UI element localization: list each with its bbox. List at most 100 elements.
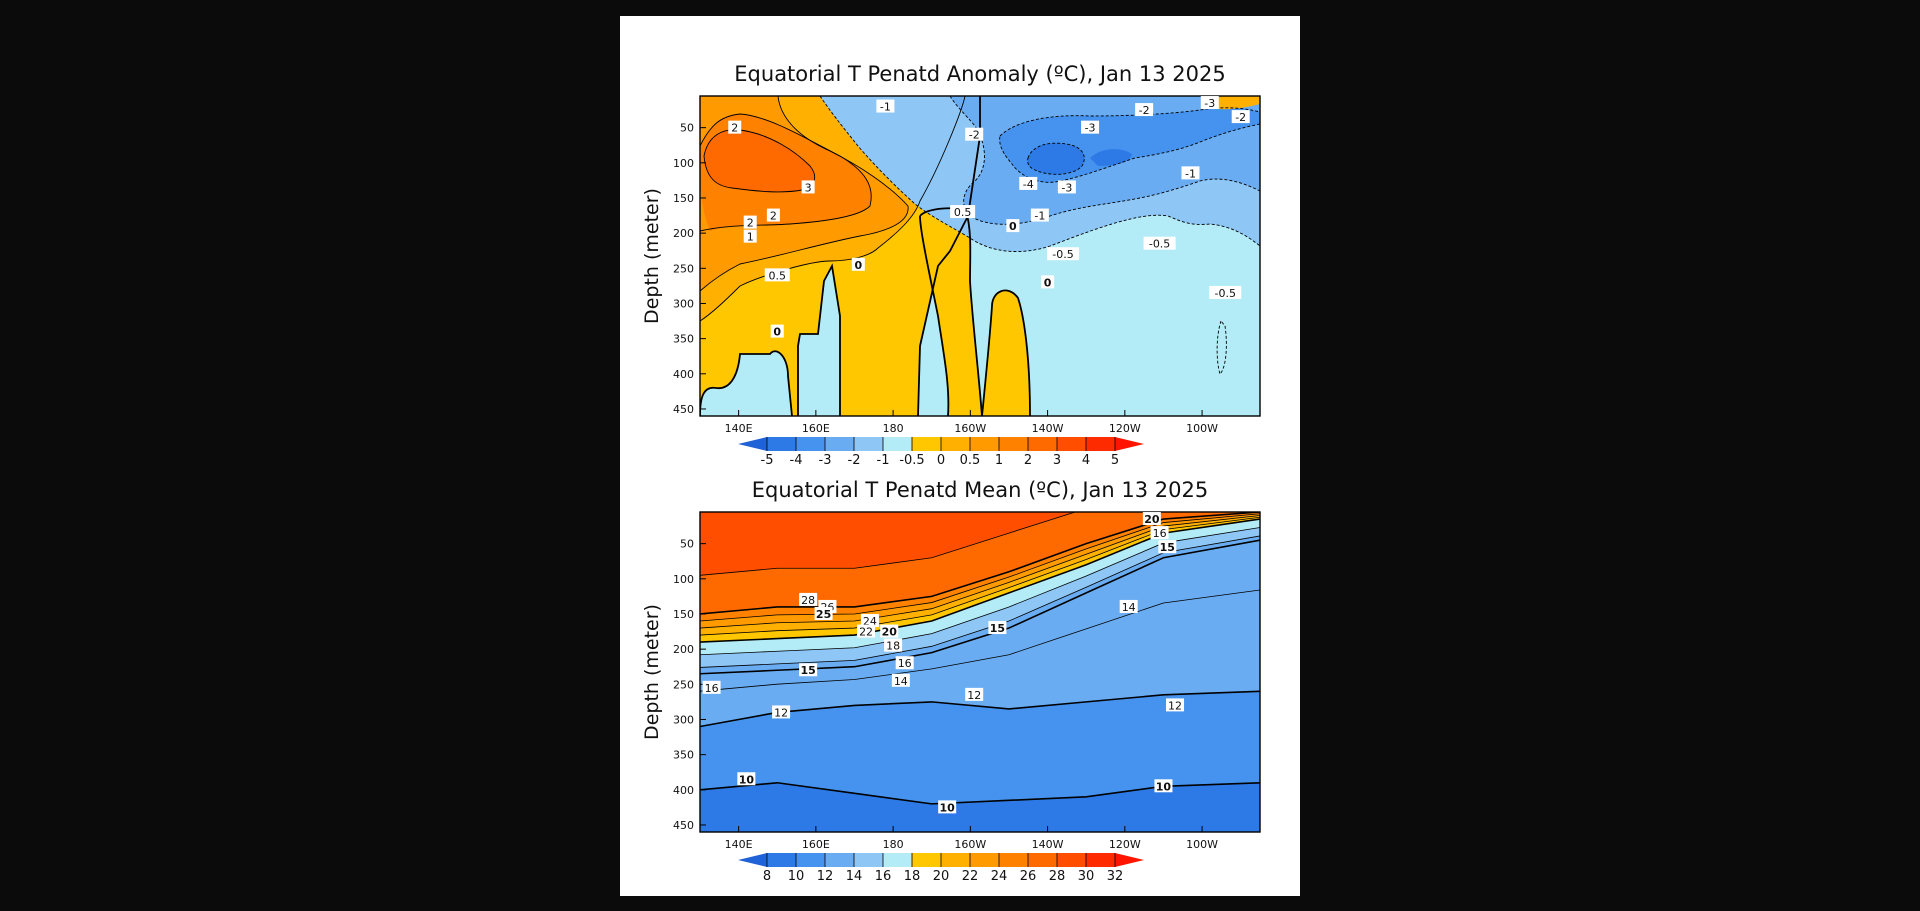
contour-label: 16 <box>898 657 912 670</box>
colorbar-label: 20 <box>933 869 950 884</box>
anomaly-region-cool-pocket-west <box>700 351 792 416</box>
contour-label-bg <box>766 208 780 222</box>
contour-label-bg <box>1057 180 1076 194</box>
colorbar-label: 24 <box>991 869 1008 884</box>
anomaly-region-0-0.5-lobe1 <box>920 208 982 416</box>
anomaly-contour-0.5 <box>700 96 966 322</box>
contour-label: 3 <box>805 181 812 194</box>
contour-label-bg <box>965 687 984 701</box>
mean-plot-frame <box>699 511 1261 833</box>
y-tick-label: 100 <box>673 573 694 586</box>
mean-temperature-band <box>700 527 1260 668</box>
colorbar-label: 10 <box>788 869 805 884</box>
colorbar-arrow-right <box>1115 437 1144 451</box>
mean-temperature-band <box>700 691 1260 804</box>
y-tick-label: 250 <box>673 678 694 691</box>
contour-label: 1 <box>747 231 754 244</box>
x-tick-label: 160E <box>802 422 830 435</box>
contour-label: 0 <box>1044 276 1052 289</box>
y-tick-label: 200 <box>673 227 694 240</box>
y-tick-label: 400 <box>673 368 694 381</box>
contour-label: 15 <box>800 664 815 677</box>
x-tick-label: 140E <box>725 838 753 851</box>
y-tick-label: 300 <box>673 297 694 310</box>
colorbar-swatch <box>854 437 883 451</box>
colorbar-swatch <box>883 853 912 867</box>
anomaly-title: Equatorial T Penatd Anomaly (ºC), Jan 13… <box>734 62 1225 86</box>
y-tick-label: 450 <box>673 403 694 416</box>
colorbar-swatch <box>883 437 912 451</box>
colorbar-label: 0.5 <box>960 453 981 468</box>
contour-label-bg <box>1047 247 1080 261</box>
anomaly-panel: Equatorial T Penatd Anomaly (ºC), Jan 13… <box>641 62 1261 468</box>
colorbar-swatch <box>1086 853 1115 867</box>
contour-label: -0.5 <box>1149 238 1170 251</box>
x-tick-label: 180 <box>883 838 904 851</box>
anomaly-contour-neg3 <box>1027 142 1085 175</box>
contour-label: 10 <box>940 801 956 814</box>
contour-label-bg <box>988 621 1007 635</box>
colorbar-label: -5 <box>761 453 774 468</box>
contour-label: 10 <box>739 773 755 786</box>
colorbar-swatch <box>912 437 941 451</box>
contour-label-bg <box>801 180 815 194</box>
colorbar-swatch <box>999 437 1028 451</box>
contour-label-bg <box>772 705 791 719</box>
contour-label: 20 <box>1144 513 1160 526</box>
mean-isotherm-thin <box>700 515 1260 629</box>
anomaly-contour-0-pocket <box>700 350 793 416</box>
anomaly-contour-1 <box>700 96 909 292</box>
colorbar-swatch <box>1057 437 1086 451</box>
contour-label: 20 <box>882 626 898 639</box>
y-tick-label: 150 <box>673 608 694 621</box>
contour-label: 14 <box>894 675 908 688</box>
contour-label-bg <box>1209 285 1242 299</box>
colorbar-swatch <box>970 437 999 451</box>
x-tick-label: 100W <box>1186 838 1218 851</box>
contour-label-bg <box>938 800 957 814</box>
colorbar-swatch <box>796 853 825 867</box>
anomaly-plot-frame <box>699 95 1261 417</box>
colorbar-swatch <box>999 853 1028 867</box>
y-tick-label: 100 <box>673 157 694 170</box>
contour-label-bg <box>799 592 818 606</box>
colorbar-swatch <box>796 437 825 451</box>
y-tick-label: 250 <box>673 262 694 275</box>
contour-label: 10 <box>1156 780 1172 793</box>
colorbar-label: -0.5 <box>899 453 924 468</box>
colorbar-label: 26 <box>1020 869 1037 884</box>
colorbar-label: 5 <box>1111 453 1119 468</box>
contour-label: -1 <box>1185 167 1196 180</box>
y-tick-label: 350 <box>673 333 694 346</box>
contour-label: 2 <box>747 217 754 230</box>
x-tick-label: 160E <box>802 838 830 851</box>
contour-label-bg <box>950 205 976 219</box>
contour-label-bg <box>743 229 757 243</box>
mean-temperature-band <box>700 519 1260 655</box>
contour-label-bg <box>764 268 790 282</box>
contour-label-bg <box>884 638 903 652</box>
colorbar-label: -2 <box>848 453 861 468</box>
y-tick-label: 300 <box>673 713 694 726</box>
contour-label: 0 <box>855 259 863 272</box>
contour-label: 15 <box>1160 541 1175 554</box>
contour-label: 12 <box>1168 699 1182 712</box>
mean-temperature-band <box>700 590 1260 727</box>
colorbar-swatch <box>825 853 854 867</box>
contour-label-bg <box>737 772 756 786</box>
contour-label: -2 <box>1139 104 1150 117</box>
colorbar-label: 8 <box>763 869 771 884</box>
mean-temperature-band <box>700 512 1260 614</box>
colorbar-label: 16 <box>875 869 892 884</box>
colorbar-label: 3 <box>1053 453 1061 468</box>
colorbar-swatch <box>767 437 796 451</box>
contour-label: 14 <box>1122 601 1136 614</box>
colorbar-arrow-left <box>738 853 767 867</box>
colorbar-swatch <box>1028 437 1057 451</box>
contour-label-bg <box>1119 599 1138 613</box>
mean-temperature-band <box>700 512 1076 576</box>
mean-axes: 140E 160E 180 160W 140W 120W 100W 50 100 150 200 25… <box>673 538 1218 851</box>
contour-label: 28 <box>801 594 815 607</box>
contour-label-bg <box>1158 540 1177 554</box>
mean-isotherm-thin <box>700 513 1260 622</box>
